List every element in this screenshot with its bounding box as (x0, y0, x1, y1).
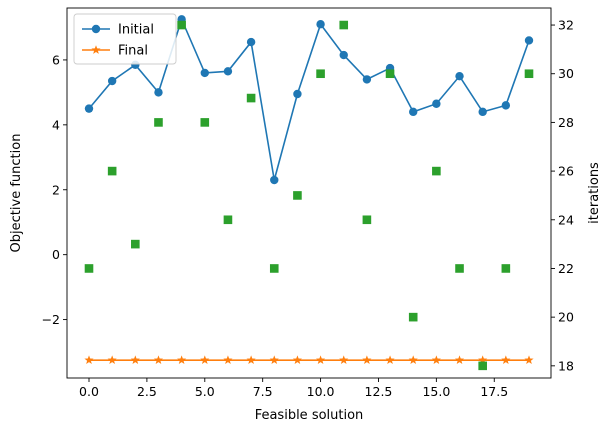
series-0-line (88, 17, 530, 181)
series-0-point (223, 67, 233, 76)
series-2-point (432, 166, 441, 176)
series-0-point (154, 88, 163, 97)
series-1-point (223, 355, 233, 365)
legend-label-final: Final (118, 44, 148, 59)
series-0-point (270, 175, 279, 185)
y-axis-left-ticks: −2 0 2 4 6 (42, 52, 67, 327)
series-1-point (524, 355, 534, 365)
series-2-point (154, 118, 163, 127)
series-2-point (293, 191, 302, 200)
series-2-point (177, 20, 186, 30)
y2-tick-label: 32 (558, 18, 574, 33)
y2-tick-label: 24 (558, 212, 574, 227)
series-1-point (501, 355, 511, 365)
series-2-point (246, 93, 256, 103)
series-2-point (408, 312, 418, 322)
series-1-point (292, 355, 302, 365)
series-2-point (524, 69, 534, 79)
legend-marker-shape (91, 24, 101, 34)
series-2-point (84, 264, 94, 273)
series-1-point (153, 355, 164, 365)
series-1-point (84, 355, 94, 365)
series-0-point (246, 37, 256, 47)
legend-marker-initial (91, 24, 101, 34)
x-tick-label: 15.0 (422, 384, 450, 399)
series-0-point (455, 71, 464, 81)
series-1-point (408, 355, 418, 365)
series-1-point (107, 355, 117, 365)
x-axis-title: Feasible solution (255, 408, 364, 423)
series-1-point (362, 355, 372, 365)
x-tick-label: 0.0 (79, 384, 99, 399)
series-0-point (409, 107, 418, 117)
legend-marker-final (91, 45, 101, 54)
y2-tick-label: 30 (558, 66, 574, 81)
x-tick-label: 17.5 (480, 384, 508, 399)
x-axis-ticks: 0.0 2.5 5.0 7.5 10.0 12.5 15.0 17.5 (79, 378, 508, 399)
series-0-point (524, 36, 534, 45)
series-2-point (385, 69, 395, 79)
series-1-point (478, 355, 488, 365)
series-0-point (362, 75, 372, 84)
y-axis-right-ticks: 18 20 22 24 26 28 30 32 (551, 18, 574, 373)
x-tick-label: 5.0 (195, 384, 215, 399)
legend-label-initial: Initial (118, 23, 154, 38)
series-0-point (107, 76, 117, 86)
legend: Initial Final (73, 13, 177, 65)
series-1-point (339, 355, 349, 365)
series-1-point (431, 355, 441, 365)
y-tick-label: 6 (52, 52, 60, 67)
y-tick-label: −2 (42, 312, 60, 327)
series-2-point (501, 264, 511, 273)
y2-tick-label: 20 (558, 310, 574, 325)
series-2-point (478, 361, 487, 371)
series-1-point (177, 355, 187, 365)
series-2-point (362, 215, 372, 225)
series-2-point (131, 239, 140, 249)
y-axis-right-title: iterations (587, 162, 602, 224)
series-1-point (454, 355, 465, 365)
x-tick-label: 2.5 (137, 384, 157, 399)
series-0-point (84, 104, 94, 113)
series-0-point (316, 20, 325, 29)
y-tick-label: 0 (52, 247, 60, 262)
series-0-point (293, 89, 302, 99)
series-0-point (339, 50, 348, 60)
series-2-point (316, 69, 325, 79)
series-2-point (269, 264, 279, 273)
series-1-point (200, 355, 210, 365)
series-1 (84, 355, 534, 365)
legend-marker-shape (91, 45, 101, 54)
y-tick-label: 2 (52, 182, 60, 197)
series-2 (84, 20, 534, 371)
series-1-point (316, 355, 326, 365)
series-0-point (478, 107, 487, 117)
x-tick-label: 10.0 (307, 384, 335, 399)
series-2-point (339, 20, 349, 30)
series-1-point (246, 355, 256, 365)
y2-tick-label: 26 (558, 164, 574, 179)
x-tick-label: 12.5 (365, 384, 393, 399)
series-0-point (501, 101, 511, 110)
series-1-point (269, 355, 279, 365)
y2-tick-label: 22 (558, 261, 574, 276)
series-1-point (385, 355, 395, 365)
legend-box (73, 13, 177, 65)
y2-tick-label: 18 (558, 358, 574, 373)
series-2-point (455, 264, 464, 273)
plot-area (66, 7, 552, 379)
y-axis-left-title: Objective function (9, 134, 24, 253)
y-tick-label: 4 (52, 117, 60, 132)
series-2-point (200, 118, 210, 127)
series-0-point (200, 68, 209, 78)
series-2-point (223, 215, 233, 225)
x-tick-label: 7.5 (253, 384, 273, 399)
series-2-point (107, 166, 117, 176)
y2-tick-label: 28 (558, 115, 574, 130)
series-0-point (432, 99, 441, 108)
series-1-point (130, 355, 140, 365)
